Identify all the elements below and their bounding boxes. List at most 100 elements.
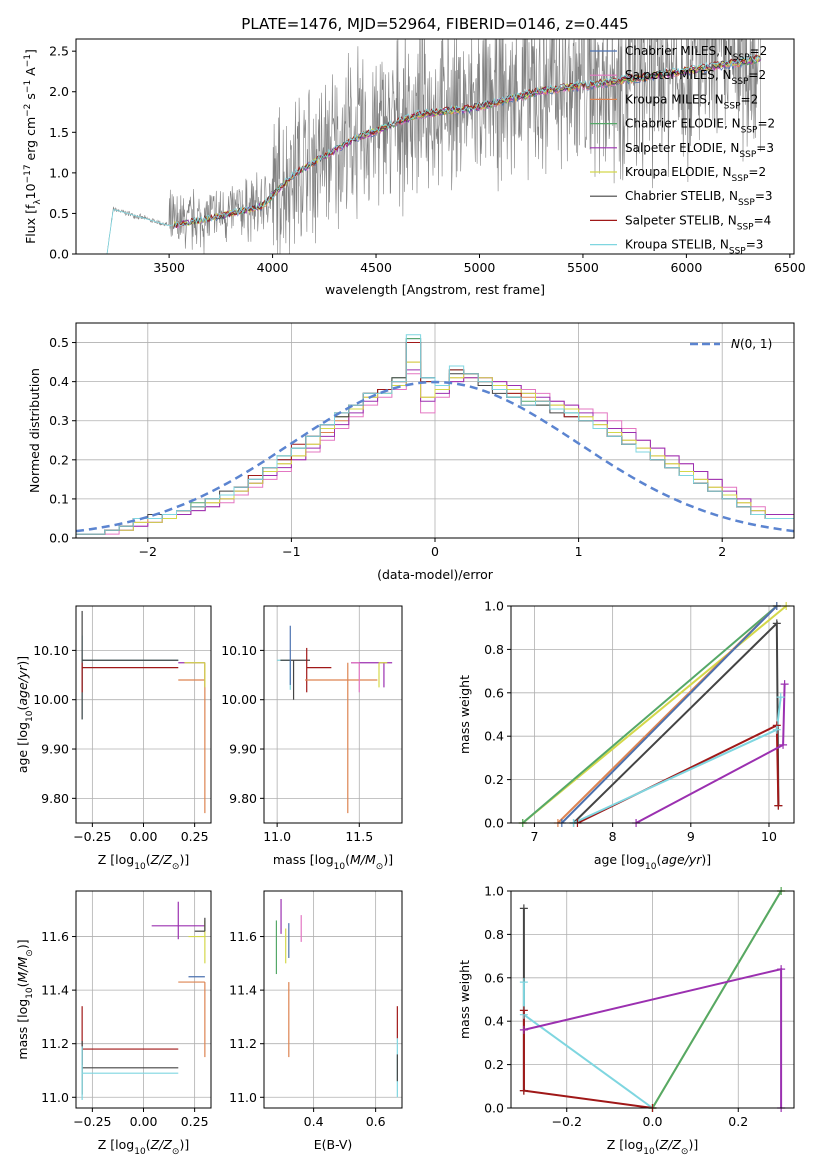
- label-part: (: [146, 852, 151, 867]
- label-part: age/yr: [15, 665, 30, 706]
- label-part: 10: [645, 862, 657, 872]
- x-axis-label: E(B-V): [314, 1137, 353, 1152]
- y-tick-label: 0.4: [484, 729, 504, 744]
- label-part: Z/Z: [150, 852, 173, 867]
- x-tick-label: −0.25: [73, 1114, 111, 1129]
- mw-vs-z-panel: −0.2 0.0 0.2 0.0 0.2 0.4 0.6 0.8 1.0 mass weight Z…: [457, 884, 795, 1157]
- label-part: ⊙: [172, 862, 180, 872]
- label-part: (: [15, 982, 30, 987]
- label-part: (: [656, 852, 661, 867]
- x-tick-label: 11.5: [345, 829, 373, 844]
- y-tick-label: 0.4: [484, 1014, 504, 1029]
- x-tick-label: 0.00: [130, 1114, 158, 1129]
- axes-frame: [75, 890, 212, 1109]
- label-part: Z [log: [98, 852, 134, 867]
- label-part: A: [23, 67, 38, 80]
- label-part: −1: [23, 54, 33, 67]
- axes-frame: [75, 38, 795, 255]
- y-axis-label: age [log10(age/yr)]: [15, 656, 35, 773]
- x-tick-label: 7: [530, 829, 538, 844]
- plus-marker: [519, 1025, 528, 1034]
- y-tick-label: 1.5: [49, 125, 69, 140]
- y-tick-label: 1.0: [49, 165, 69, 180]
- x-axis-label: wavelength [Angstrom, rest frame]: [325, 282, 545, 297]
- axes-frame: [510, 605, 795, 824]
- legend-sub: SSP: [732, 174, 749, 184]
- x-tick-label: 8: [609, 829, 617, 844]
- chart-title: PLATE=1476, MJD=52964, FIBERID=0146, z=0…: [241, 15, 628, 33]
- residual-panel: −2 −1 0 1 2 0.0 0.1 0.2 0.3 0.4 0.5 N(0, 1) (data-mo…: [27, 322, 795, 582]
- age-vs-mass-panel: 11.0 11.5 9.80 9.90 10.00 10.10 mass [log10(M/…: [221, 605, 403, 872]
- y-axis-label: mass weight: [457, 960, 472, 1039]
- label-part: M/M: [350, 852, 376, 867]
- y-tick-label: 11.2: [229, 1036, 257, 1051]
- mass-weight-line: [635, 684, 786, 823]
- y-tick-label: 0.8: [484, 642, 504, 657]
- label-part: λ: [33, 199, 43, 205]
- label-part: −2: [23, 104, 33, 117]
- y-tick-label: 0.1: [49, 491, 69, 506]
- y-tick-label: 0.6: [484, 685, 504, 700]
- y-tick-label: 0.6: [484, 970, 504, 985]
- x-tick-label: 5500: [567, 260, 599, 275]
- y-tick-label: 1.0: [484, 599, 504, 614]
- observed-spectrum: [106, 39, 761, 254]
- age-vs-mass-marks: [277, 625, 393, 814]
- y-tick-label: 0.0: [49, 531, 69, 546]
- x-tick-label: −1: [282, 544, 300, 559]
- x-tick-label: 2: [718, 544, 726, 559]
- y-tick-label: 11.4: [229, 983, 257, 998]
- legend-sub: SSP: [732, 77, 749, 87]
- plus-marker: [519, 978, 528, 987]
- legend-entry: Salpeter STELIB, NSSP=4: [625, 213, 771, 232]
- label-part: age [log: [594, 852, 645, 867]
- x-tick-label: 0: [431, 544, 439, 559]
- y-tick-label: 0.0: [49, 247, 69, 262]
- y-tick-label: 10.00: [33, 692, 69, 707]
- plus-marker: [772, 725, 781, 734]
- legend-entry: Chabrier MILES, NSSP=2: [625, 44, 767, 63]
- legend-entry: Chabrier ELODIE, NSSP=2: [625, 117, 775, 136]
- plus-marker: [772, 619, 781, 628]
- axes-frame: [263, 890, 403, 1109]
- plus-marker: [519, 1086, 528, 1095]
- plus-marker: [519, 904, 528, 913]
- legend-text: Chabrier STELIB, N: [625, 189, 738, 203]
- x-tick-label: 0.6: [366, 1114, 386, 1129]
- legend-sub: SSP: [741, 126, 758, 136]
- legend-entry: N(0, 1): [731, 337, 772, 351]
- legend-entry: Salpeter ELODIE, NSSP=3: [625, 141, 774, 160]
- x-axis-label: Z [log10(Z/Z⊙)]: [98, 852, 189, 872]
- mass-vs-ebv-panel: 0.4 0.6 11.0 11.2 11.4 11.6 E(B-V): [229, 890, 403, 1152]
- legend-suffix: =3: [755, 189, 773, 203]
- legend-sub: SSP: [729, 247, 746, 257]
- mass-vs-z-marks: [81, 901, 206, 1100]
- model-fit-line: [173, 55, 762, 229]
- x-tick-label: 0.25: [181, 829, 209, 844]
- spectrum-panel: 3500 4000 4500 5000 5500 6000 6500 0.0 0.5 1.0 1.5…: [23, 15, 806, 297]
- label-part: mass [log: [273, 852, 334, 867]
- y-tick-label: 0.0: [484, 1101, 504, 1116]
- label-part: −1: [23, 80, 33, 93]
- label-part: age/yr: [661, 852, 702, 867]
- y-tick-label: 11.6: [41, 929, 69, 944]
- plus-marker: [777, 965, 786, 974]
- x-tick-label: 0.4: [304, 1114, 324, 1129]
- x-tick-label: −0.25: [73, 829, 111, 844]
- label-part: Z/Z: [659, 1137, 682, 1152]
- residual-lines: [76, 334, 794, 535]
- mass-weight-line: [573, 696, 782, 823]
- y-tick-label: 0.2: [484, 772, 504, 787]
- y-axis-label: mass [log10(M/M⊙)]: [15, 939, 35, 1059]
- label-part: (: [345, 852, 350, 867]
- legend-sub: SSP: [724, 101, 741, 111]
- legend-text: Chabrier MILES, N: [625, 44, 733, 58]
- y-axis-label: Normed distribution: [27, 368, 42, 493]
- legend-entry: Chabrier STELIB, NSSP=3: [625, 189, 773, 208]
- y-tick-label: 9.90: [229, 742, 257, 757]
- legend-suffix: =3: [756, 141, 774, 155]
- y-tick-label: 0.3: [49, 413, 69, 428]
- residual-histogram: [76, 334, 794, 535]
- mass-weight-line: [561, 606, 778, 823]
